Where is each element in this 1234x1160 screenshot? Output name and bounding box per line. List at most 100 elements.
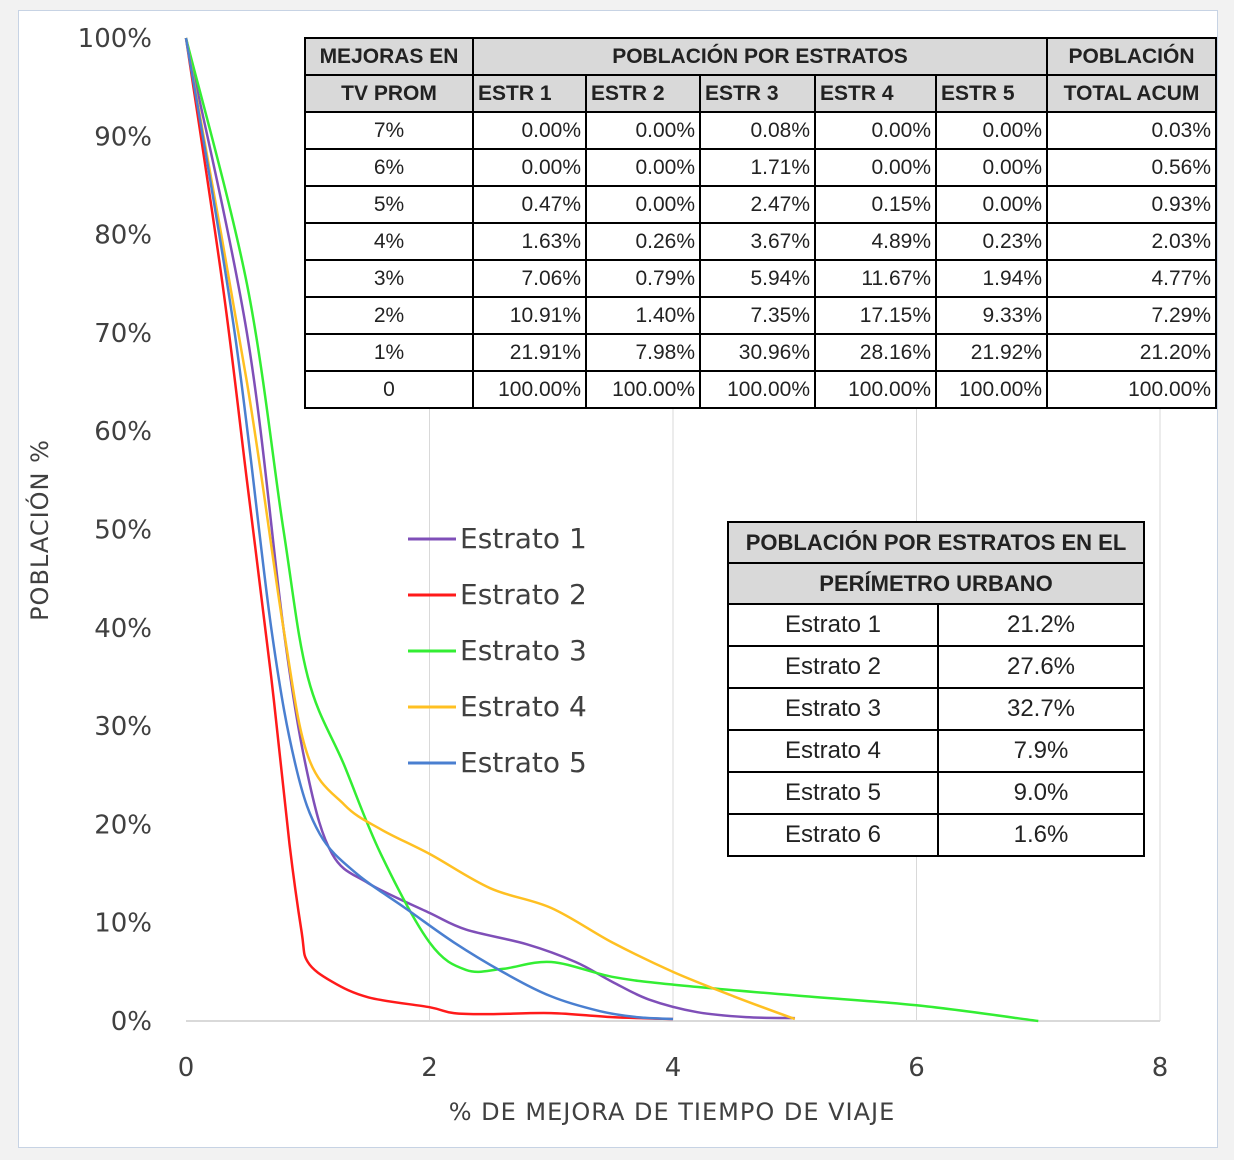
- table-cell: 0.15%: [814, 185, 937, 224]
- y-tick-label: 90%: [94, 122, 152, 152]
- y-tick-label: 20%: [94, 810, 152, 840]
- table-cell: 0.23%: [935, 222, 1048, 261]
- table-column-header: TV PROM: [304, 74, 474, 113]
- table-cell: 0.56%: [1046, 148, 1217, 187]
- header-mejoras-en: MEJORAS EN: [304, 37, 474, 76]
- urban-table-percent: 32.7%: [937, 687, 1145, 731]
- x-tick-label: 8: [1152, 1053, 1169, 1083]
- table-row: 2% 10.91% 1.40% 7.35% 17.15% 9.33% 7.29%: [304, 296, 1217, 335]
- table-cell: 1%: [304, 333, 474, 372]
- table-cell: 0.00%: [472, 111, 587, 150]
- table-row: 7% 0.00% 0.00% 0.08% 0.00% 0.00% 0.03%: [304, 111, 1217, 150]
- legend-label-estrato-3: Estrato 3: [460, 634, 587, 667]
- tick-labels: 0 2 4 6 80%10%20%30%40%50%60%70%80%90%100%: [78, 24, 1169, 1083]
- table-cell: 100.00%: [1046, 370, 1217, 409]
- table-cell: 0.00%: [814, 111, 937, 150]
- table-row: 6% 0.00% 0.00% 1.71% 0.00% 0.00% 0.56%: [304, 148, 1217, 187]
- header-poblacion: POBLACIÓN: [1046, 37, 1217, 76]
- table-cell: 1.40%: [585, 296, 701, 335]
- urban-table-stratum: Estrato 2: [727, 645, 939, 689]
- x-tick-label: 6: [908, 1053, 925, 1083]
- x-tick-label: 0: [178, 1053, 195, 1083]
- y-tick-label: 60%: [94, 417, 152, 447]
- table-cell: 0.00%: [814, 148, 937, 187]
- table-cell: 7.29%: [1046, 296, 1217, 335]
- series-line-estrato-4: [184, 37, 796, 1021]
- table-cell: 30.96%: [699, 333, 816, 372]
- table-subheader-row: TV PROM ESTR 1 ESTR 2 ESTR 3 ESTR 4 ESTR 5 TOT…: [304, 74, 1217, 113]
- y-axis-title: POBLACIÓN %: [24, 439, 54, 621]
- table-cell: 21.20%: [1046, 333, 1217, 372]
- urban-table-percent: 21.2%: [937, 603, 1145, 647]
- y-tick-label: 50%: [94, 516, 152, 546]
- x-axis-title: % DE MEJORA DE TIEMPO DE VIAJE: [449, 1098, 896, 1126]
- legend-label-estrato-5: Estrato 5: [460, 746, 587, 779]
- urban-table-stratum: Estrato 5: [727, 771, 939, 815]
- table-cell: 4.77%: [1046, 259, 1217, 298]
- table-body: 7% 0.00% 0.00% 0.08% 0.00% 0.00% 0.03% 6% 0.00% 0…: [304, 111, 1217, 409]
- table-cell: 7%: [304, 111, 474, 150]
- table-cell: 1.71%: [699, 148, 816, 187]
- table-cell: 100.00%: [699, 370, 816, 409]
- y-tick-label: 0%: [111, 1007, 152, 1037]
- table-cell: 0.08%: [699, 111, 816, 150]
- urban-table-percent: 1.6%: [937, 813, 1145, 857]
- legend-label-estrato-4: Estrato 4: [460, 690, 587, 723]
- improvement-table: MEJORAS EN POBLACIÓN POR ESTRATOS POBLAC…: [304, 37, 1217, 409]
- table-cell: 0.00%: [585, 111, 701, 150]
- table-column-header: TOTAL ACUM: [1046, 74, 1217, 113]
- header-poblacion-por-estratos: POBLACIÓN POR ESTRATOS: [472, 37, 1048, 76]
- table-cell: 7.35%: [699, 296, 816, 335]
- table-row: 1% 21.91% 7.98% 30.96% 28.16% 21.92% 21.20%: [304, 333, 1217, 372]
- series-line-estrato-5: [184, 37, 674, 1021]
- legend: Estrato 1 Estrato 2 Estrato 3 Estrato 4 Estr…: [408, 522, 587, 779]
- table-cell: 0.00%: [935, 111, 1048, 150]
- urban-table-row: Estrato 2 27.6%: [727, 645, 1145, 689]
- table-cell: 17.15%: [814, 296, 937, 335]
- table-row: 3% 7.06% 0.79% 5.94% 11.67% 1.94% 4.77%: [304, 259, 1217, 298]
- table-cell: 0.00%: [935, 185, 1048, 224]
- table-cell: 9.33%: [935, 296, 1048, 335]
- urban-table-row: Estrato 6 1.6%: [727, 813, 1145, 857]
- y-tick-label: 70%: [94, 319, 152, 349]
- table-column-header: ESTR 4: [814, 74, 937, 113]
- table-cell: 0.00%: [472, 148, 587, 187]
- table-cell: 1.63%: [472, 222, 587, 261]
- table-cell: 0.93%: [1046, 185, 1217, 224]
- urban-table-row: Estrato 5 9.0%: [727, 771, 1145, 815]
- table-column-header: ESTR 3: [699, 74, 816, 113]
- urban-table-stratum: Estrato 1: [727, 603, 939, 647]
- table-cell: 0.47%: [472, 185, 587, 224]
- urban-table-percent: 27.6%: [937, 645, 1145, 689]
- table-cell: 100.00%: [585, 370, 701, 409]
- table-header-row: MEJORAS EN POBLACIÓN POR ESTRATOS POBLAC…: [304, 37, 1217, 76]
- table-cell: 4%: [304, 222, 474, 261]
- urban-table-stratum: Estrato 3: [727, 687, 939, 731]
- table-cell: 21.92%: [935, 333, 1048, 372]
- series-line-estrato-2: [184, 37, 674, 1021]
- table-cell: 0.00%: [935, 148, 1048, 187]
- table-cell: 100.00%: [814, 370, 937, 409]
- urban-table-title-row-2: PERÍMETRO URBANO: [727, 562, 1145, 605]
- x-tick-label: 4: [665, 1053, 682, 1083]
- table-cell: 4.89%: [814, 222, 937, 261]
- urban-table-title-line-2: PERÍMETRO URBANO: [727, 562, 1145, 605]
- table-column-header: ESTR 1: [472, 74, 587, 113]
- table-cell: 7.98%: [585, 333, 701, 372]
- table-cell: 28.16%: [814, 333, 937, 372]
- table-column-header: ESTR 2: [585, 74, 701, 113]
- series-line-estrato-3: [184, 37, 1039, 1023]
- table-cell: 2.47%: [699, 185, 816, 224]
- y-tick-label: 40%: [94, 614, 152, 644]
- table-cell: 2%: [304, 296, 474, 335]
- table-cell: 3%: [304, 259, 474, 298]
- table-cell: 3.67%: [699, 222, 816, 261]
- y-tick-label: 100%: [78, 24, 152, 54]
- series-lines: [184, 37, 1039, 1023]
- table-cell: 0.00%: [585, 185, 701, 224]
- table-cell: 5.94%: [699, 259, 816, 298]
- table-cell: 2.03%: [1046, 222, 1217, 261]
- y-tick-label: 10%: [94, 909, 152, 939]
- table-column-header: ESTR 5: [935, 74, 1048, 113]
- urban-table-row: Estrato 1 21.2%: [727, 603, 1145, 647]
